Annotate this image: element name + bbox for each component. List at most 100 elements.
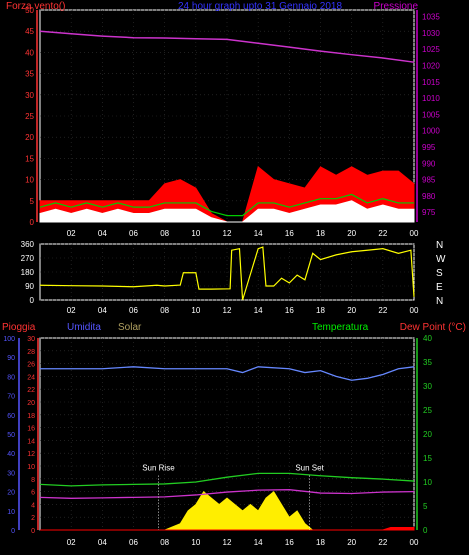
temp-x-tick: 06 xyxy=(129,538,138,547)
rain-y-tick: 30 xyxy=(27,336,35,343)
temp-x-tick: 14 xyxy=(254,538,263,547)
wind-y-tick: 25 xyxy=(25,112,34,121)
wind-y-tick: 5 xyxy=(30,197,35,206)
solar-legend: Solar xyxy=(118,322,142,333)
rain-y-tick: 14 xyxy=(27,438,35,445)
humidity-y-tick: 90 xyxy=(7,355,15,362)
wind-trend-series xyxy=(39,193,414,217)
direction-compass-label: S xyxy=(436,268,443,279)
wind-x-tick: 22 xyxy=(378,229,387,238)
pressure-y-tick: 1015 xyxy=(422,78,440,87)
rain-y-tick: 18 xyxy=(27,413,35,420)
pressure-axis-title: Pressione xyxy=(374,1,419,12)
temp-x-tick: 10 xyxy=(191,538,200,547)
wind-y-tick: 50 xyxy=(25,6,34,15)
rain-y-tick: 6 xyxy=(31,490,35,497)
temp-x-tick: 04 xyxy=(98,538,107,547)
wind-x-tick: 14 xyxy=(254,229,263,238)
wind-x-tick: 20 xyxy=(347,229,356,238)
wind-y-tick: 0 xyxy=(30,218,35,227)
temp-x-tick: 22 xyxy=(378,538,387,547)
wind-x-tick: 04 xyxy=(98,229,107,238)
wind-axis-title: Forza vento() xyxy=(6,1,65,12)
pressure-y-tick: 995 xyxy=(422,143,436,152)
wind-x-tick: 00 xyxy=(410,229,419,238)
wind-x-tick: 18 xyxy=(316,229,325,238)
direction-y-tick: 270 xyxy=(21,254,35,263)
rain-y-tick: 12 xyxy=(27,451,35,458)
temp-y-tick: 25 xyxy=(423,406,432,415)
pressure-y-tick: 985 xyxy=(422,176,436,185)
temp-y-tick: 30 xyxy=(423,382,432,391)
rain-y-tick: 0 xyxy=(31,528,35,535)
direction-x-tick: 22 xyxy=(378,306,387,315)
rain-y-tick: 8 xyxy=(31,477,35,484)
direction-x-tick: 08 xyxy=(160,306,169,315)
direction-x-tick: 14 xyxy=(254,306,263,315)
temp-x-tick: 08 xyxy=(160,538,169,547)
direction-compass-label: N xyxy=(436,240,443,251)
direction-compass-label: W xyxy=(436,254,446,265)
temp-y-tick: 0 xyxy=(423,526,428,535)
pressure-y-tick: 1030 xyxy=(422,29,440,38)
solar-series xyxy=(40,490,414,531)
direction-x-tick: 04 xyxy=(98,306,107,315)
direction-x-tick: 06 xyxy=(129,306,138,315)
pressure-series xyxy=(39,30,415,63)
temp-x-tick: 00 xyxy=(410,538,419,547)
rain-series xyxy=(40,526,415,531)
temp-y-tick: 35 xyxy=(423,358,432,367)
direction-x-tick: 16 xyxy=(285,306,294,315)
sun-event-label: Sun Rise xyxy=(142,463,175,472)
wind-average-series xyxy=(39,200,415,223)
wind-x-tick: 10 xyxy=(191,229,200,238)
wind-x-tick: 08 xyxy=(160,229,169,238)
humidity-y-tick: 50 xyxy=(7,432,15,439)
wind-y-tick: 35 xyxy=(25,70,34,79)
wind-x-tick: 12 xyxy=(223,229,232,238)
humidity-y-tick: 60 xyxy=(7,413,15,420)
pressure-y-tick: 1005 xyxy=(422,110,440,119)
wind-y-tick: 40 xyxy=(25,48,34,57)
temp-x-tick: 12 xyxy=(223,538,232,547)
direction-x-tick: 02 xyxy=(67,306,76,315)
humidity-y-tick: 0 xyxy=(11,528,15,535)
rain-y-tick: 26 xyxy=(27,362,35,369)
direction-x-tick: 18 xyxy=(316,306,325,315)
rain-y-tick: 10 xyxy=(27,464,35,471)
temp-y-tick: 5 xyxy=(423,502,428,511)
pressure-y-tick: 990 xyxy=(422,159,436,168)
sun-event-label: Sun Set xyxy=(295,463,324,472)
rain-y-tick: 16 xyxy=(27,426,35,433)
temp-x-tick: 20 xyxy=(347,538,356,547)
wind-y-tick: 10 xyxy=(25,176,34,185)
humidity-y-tick: 100 xyxy=(3,336,15,343)
rain-y-tick: 20 xyxy=(27,400,35,407)
humidity-y-tick: 10 xyxy=(7,509,15,516)
temp-y-tick: 40 xyxy=(423,334,432,343)
temperature-legend: Temperatura xyxy=(312,322,369,333)
rain-y-tick: 2 xyxy=(31,515,35,522)
direction-y-tick: 180 xyxy=(21,268,35,277)
direction-x-tick: 12 xyxy=(223,306,232,315)
humidity-legend: Umidita xyxy=(67,322,101,333)
wind-y-tick: 15 xyxy=(25,154,34,163)
temp-x-tick: 18 xyxy=(316,538,325,547)
direction-x-tick: 10 xyxy=(191,306,200,315)
direction-compass-label: E xyxy=(436,282,443,293)
chart-title: 24 hour graph upto 31 Gennaio 2018 xyxy=(178,1,342,12)
direction-x-tick: 20 xyxy=(347,306,356,315)
pressure-y-tick: 1000 xyxy=(422,127,440,136)
humidity-y-tick: 70 xyxy=(7,394,15,401)
wind-x-tick: 02 xyxy=(67,229,76,238)
dewpoint-series xyxy=(39,489,415,499)
wind-direction-series xyxy=(39,246,415,301)
wind-y-tick: 20 xyxy=(25,133,34,142)
direction-y-tick: 90 xyxy=(25,282,34,291)
rain-y-tick: 22 xyxy=(27,387,35,394)
temp-y-tick: 10 xyxy=(423,478,432,487)
rain-y-tick: 4 xyxy=(31,502,35,509)
rain-y-tick: 24 xyxy=(27,374,35,381)
pressure-y-tick: 1035 xyxy=(422,13,440,22)
